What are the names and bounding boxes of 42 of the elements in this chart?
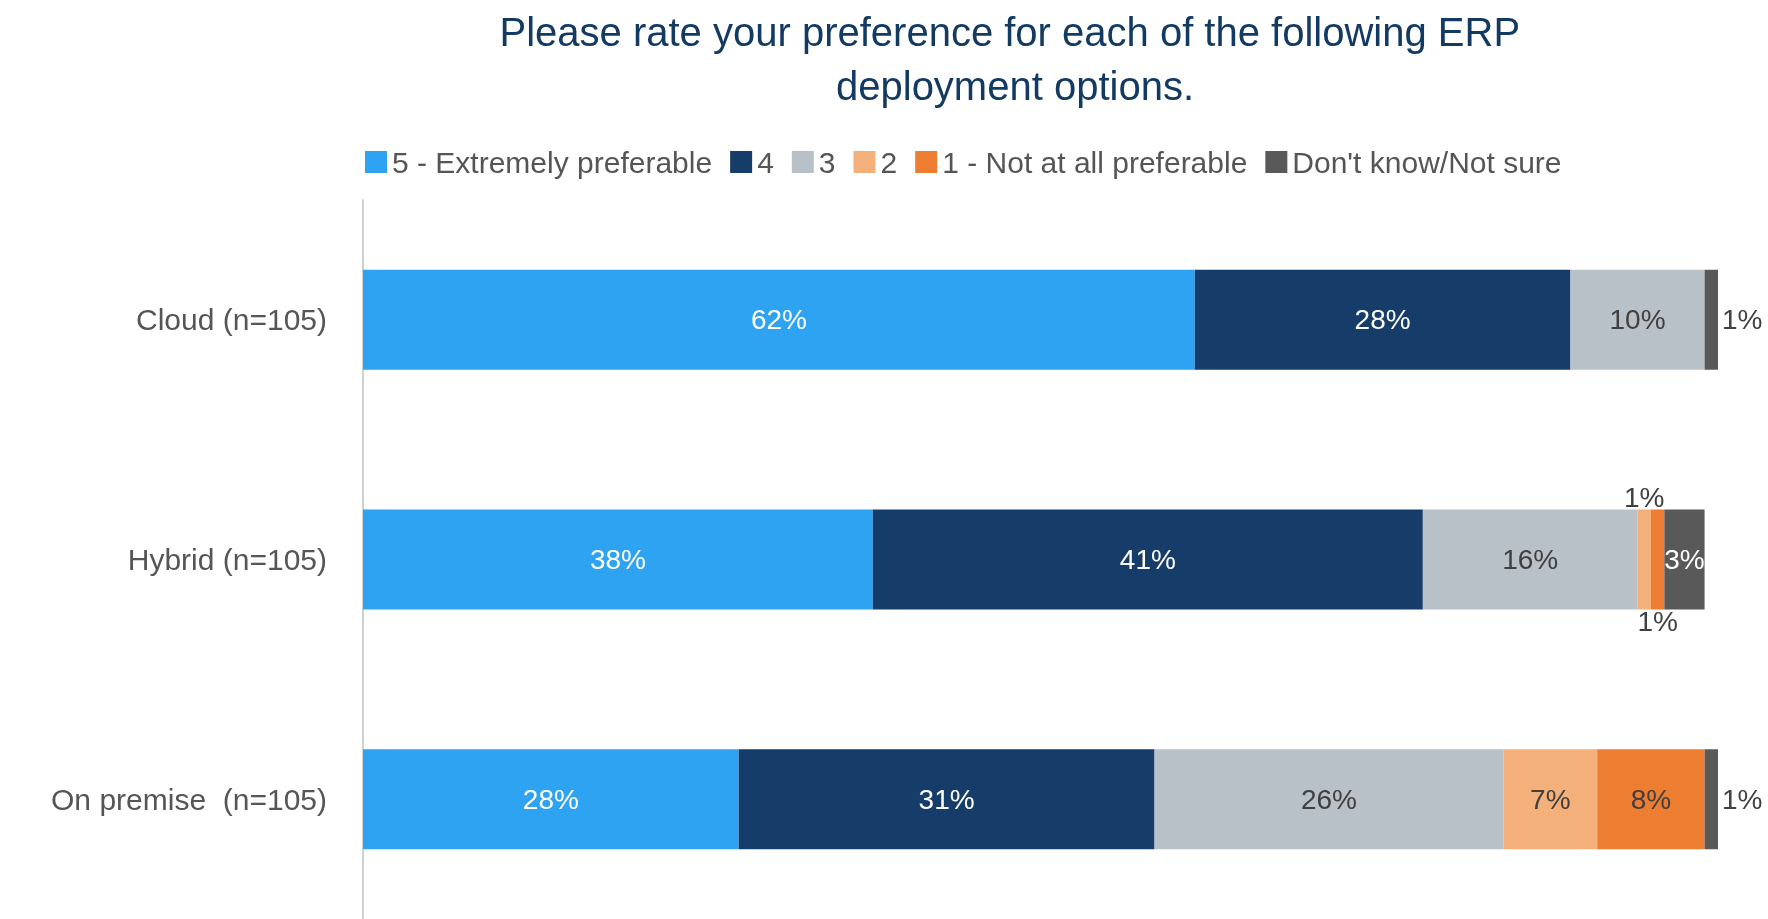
legend-label: 1 - Not at all preferable: [942, 145, 1248, 179]
data-label: 1%: [1722, 783, 1763, 815]
legend-label: 2: [880, 145, 898, 179]
bar: [1597, 749, 1705, 850]
data-label: 31%: [918, 783, 975, 815]
data-label: 16%: [1502, 544, 1559, 575]
data-label: 62%: [750, 304, 807, 336]
bar: [1650, 509, 1665, 610]
bar: [872, 509, 1423, 610]
data-label: 1%: [1722, 304, 1763, 336]
data-label: 41%: [1119, 544, 1176, 575]
legend-label: 5 - Extremely preferable: [392, 145, 713, 179]
bar: [1637, 509, 1651, 610]
bar: [1154, 749, 1504, 850]
bar: [1704, 749, 1718, 850]
bar: [1570, 269, 1705, 370]
bar: [738, 749, 1155, 850]
bar: [363, 509, 873, 610]
bar: [1704, 269, 1718, 370]
bar: [1194, 269, 1571, 370]
legend-label: 3: [818, 145, 836, 179]
data-label: 8%: [1630, 783, 1672, 815]
y-tick-label: Cloud (n=105): [136, 303, 327, 337]
bar: [1664, 509, 1705, 610]
data-label: 1%: [1637, 606, 1678, 637]
data-label: 28%: [522, 783, 579, 815]
y-tick-label: Hybrid (n=105): [127, 543, 327, 576]
data-label: 7%: [1530, 783, 1571, 815]
data-label: 28%: [1354, 304, 1411, 336]
legend-label: Don't know/Not sure: [1292, 145, 1562, 179]
data-label: 26%: [1300, 783, 1357, 815]
bar: [363, 749, 739, 850]
data-label: 1%: [1623, 482, 1665, 513]
bar: [1503, 749, 1598, 850]
y-tick-label: On premise (n=105): [51, 782, 327, 816]
data-label: 38%: [589, 544, 646, 575]
legend-label: 4: [757, 145, 774, 179]
data-label: 10%: [1609, 304, 1666, 336]
data-label: 3%: [1664, 544, 1705, 575]
bar: [363, 269, 1195, 370]
bar: [1422, 509, 1638, 610]
chart-title: Please rate your preference for each of the following ERP deployment options.: [499, 10, 1531, 108]
